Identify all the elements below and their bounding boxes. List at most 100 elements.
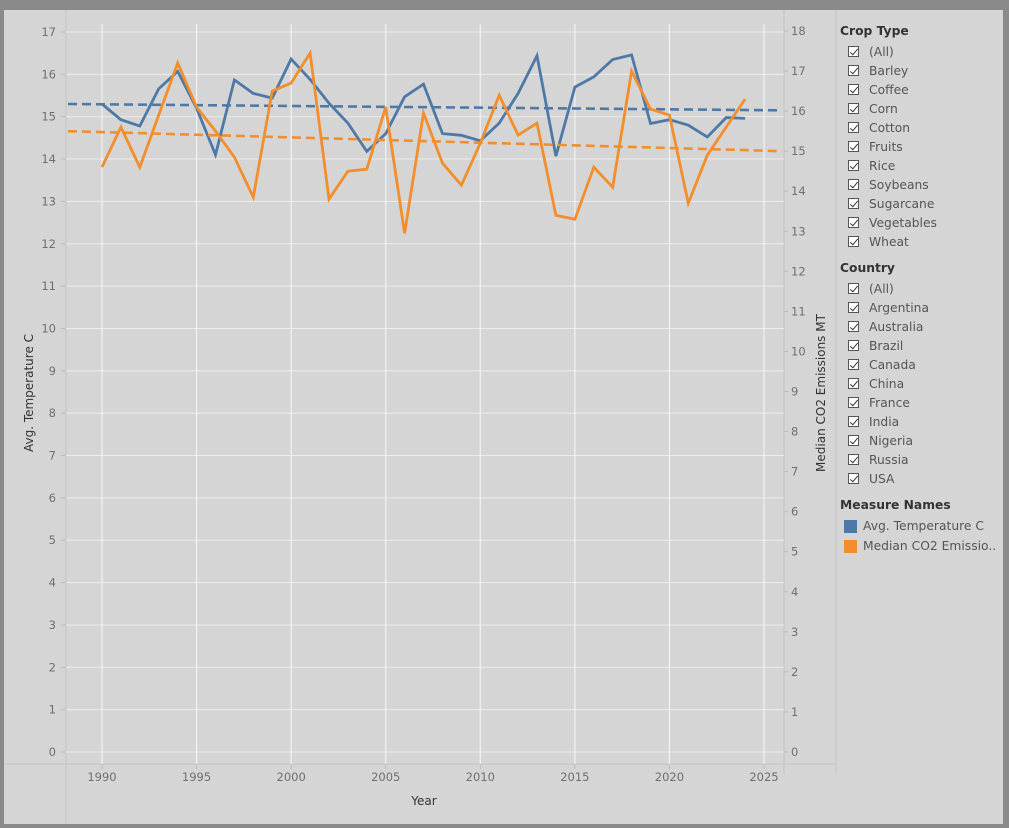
y-left-tick-label: 5	[49, 533, 56, 547]
y-right-tick-label: 14	[791, 184, 806, 198]
x-tick-label: 2005	[371, 770, 400, 784]
crop-type-item[interactable]: Cotton	[840, 118, 1000, 137]
country-item[interactable]: Argentina	[840, 298, 1000, 317]
series-line-co2	[100, 48, 747, 234]
measure-names-title: Measure Names	[840, 498, 951, 512]
checkbox-checked-icon[interactable]	[848, 179, 859, 190]
country-item-label: (All)	[869, 281, 894, 296]
checkbox-checked-icon[interactable]	[848, 236, 859, 247]
country-item[interactable]: China	[840, 374, 1000, 393]
country-item-label: France	[869, 395, 910, 410]
country-item[interactable]: Canada	[840, 355, 1000, 374]
y-left-tick-label: 14	[41, 152, 56, 166]
country-item[interactable]: Brazil	[840, 336, 1000, 355]
crop-type-item[interactable]: Corn	[840, 99, 1000, 118]
checkbox-checked-icon[interactable]	[848, 378, 859, 389]
checkbox-checked-icon[interactable]	[848, 141, 859, 152]
y-right-tick-label: 17	[791, 64, 806, 78]
y-left-tick-label: 7	[49, 449, 56, 463]
y-left-tick-label: 9	[49, 364, 56, 378]
y-right-tick-label: 18	[791, 24, 806, 38]
country-item[interactable]: USA	[840, 469, 1000, 488]
country-item[interactable]: India	[840, 412, 1000, 431]
country-item-label: USA	[869, 471, 895, 486]
crop-type-item[interactable]: Soybeans	[840, 175, 1000, 194]
y-left-tick-label: 8	[49, 406, 56, 420]
crop-type-item-label: (All)	[869, 44, 894, 59]
crop-type-item-label: Corn	[869, 101, 898, 116]
y-left-tick-label: 12	[41, 237, 56, 251]
country-item[interactable]: Russia	[840, 450, 1000, 469]
y-right-tick-label: 0	[791, 745, 798, 759]
crop-type-item[interactable]: Fruits	[840, 137, 1000, 156]
checkbox-checked-icon[interactable]	[848, 160, 859, 171]
checkbox-checked-icon[interactable]	[848, 84, 859, 95]
y-left-tick-label: 15	[41, 110, 56, 124]
crop-type-item-label: Coffee	[869, 82, 909, 97]
checkbox-checked-icon[interactable]	[848, 397, 859, 408]
y-left-tick-label: 11	[41, 279, 56, 293]
y-right-tick-label: 5	[791, 545, 798, 559]
y-right-tick-label: 9	[791, 385, 798, 399]
checkbox-checked-icon[interactable]	[848, 340, 859, 351]
checkbox-checked-icon[interactable]	[848, 283, 859, 294]
y-right-tick-label: 6	[791, 505, 798, 519]
crop-type-item-label: Wheat	[869, 234, 909, 249]
checkbox-checked-icon[interactable]	[848, 359, 859, 370]
crop-type-item-label: Sugarcane	[869, 196, 935, 211]
crop-type-item[interactable]: Barley	[840, 61, 1000, 80]
crop-type-item[interactable]: Wheat	[840, 232, 1000, 251]
checkbox-checked-icon[interactable]	[848, 103, 859, 114]
x-tick-label: 2025	[749, 770, 778, 784]
legend-item[interactable]: Avg. Temperature C	[840, 516, 1000, 536]
crop-type-item-label: Vegetables	[869, 215, 937, 230]
y-left-tick-label: 2	[49, 660, 56, 674]
x-tick-label: 1995	[182, 770, 211, 784]
y-left-tick-label: 16	[41, 67, 56, 81]
x-tick-label: 2010	[466, 770, 495, 784]
checkbox-checked-icon[interactable]	[848, 302, 859, 313]
country-filter-title: Country	[840, 261, 895, 275]
trend-line-co2	[67, 129, 783, 153]
checkbox-checked-icon[interactable]	[848, 416, 859, 427]
checkbox-checked-icon[interactable]	[848, 122, 859, 133]
y-right-axis-title: Median CO2 Emissions MT	[814, 313, 828, 472]
legend-item[interactable]: Median CO2 Emissio..	[840, 536, 1000, 556]
crop-type-filter-title: Crop Type	[840, 24, 909, 38]
checkbox-checked-icon[interactable]	[848, 65, 859, 76]
checkbox-checked-icon[interactable]	[848, 473, 859, 484]
crop-type-item[interactable]: Vegetables	[840, 213, 1000, 232]
y-right-tick-label: 10	[791, 344, 806, 358]
x-tick-label: 2000	[277, 770, 306, 784]
y-left-tick-label: 17	[41, 25, 56, 39]
checkbox-checked-icon[interactable]	[848, 321, 859, 332]
y-left-tick-label: 1	[49, 703, 56, 717]
legend-item-label: Avg. Temperature C	[863, 519, 984, 533]
y-right-tick-label: 11	[791, 304, 806, 318]
country-item[interactable]: Nigeria	[840, 431, 1000, 450]
checkbox-checked-icon[interactable]	[848, 454, 859, 465]
crop-type-item-label: Cotton	[869, 120, 911, 135]
country-item-label: Russia	[869, 452, 909, 467]
dual-axis-line-chart: 0123456789101112131415161701234567891011…	[4, 10, 837, 824]
y-right-tick-label: 12	[791, 264, 806, 278]
checkbox-checked-icon[interactable]	[848, 198, 859, 209]
checkbox-checked-icon[interactable]	[848, 217, 859, 228]
crop-type-item[interactable]: Sugarcane	[840, 194, 1000, 213]
checkbox-checked-icon[interactable]	[848, 46, 859, 57]
country-item[interactable]: France	[840, 393, 1000, 412]
country-item[interactable]: Australia	[840, 317, 1000, 336]
crop-type-item[interactable]: Coffee	[840, 80, 1000, 99]
crop-type-item[interactable]: Rice	[840, 156, 1000, 175]
measure-list: Avg. Temperature C Median CO2 Emissio..	[840, 516, 1000, 556]
checkbox-checked-icon[interactable]	[848, 435, 859, 446]
legend-item-label: Median CO2 Emissio..	[863, 539, 997, 553]
crop-type-list: (All) Barley Coffee Corn Cotton Fruits Rice Soy…	[840, 42, 1000, 251]
country-item[interactable]: (All)	[840, 279, 1000, 298]
country-item-label: China	[869, 376, 905, 391]
crop-type-item[interactable]: (All)	[840, 42, 1000, 61]
y-left-tick-label: 10	[41, 321, 56, 335]
y-left-tick-label: 13	[41, 194, 56, 208]
y-right-tick-label: 15	[791, 144, 806, 158]
y-left-axis-title: Avg. Temperature C	[22, 334, 36, 452]
